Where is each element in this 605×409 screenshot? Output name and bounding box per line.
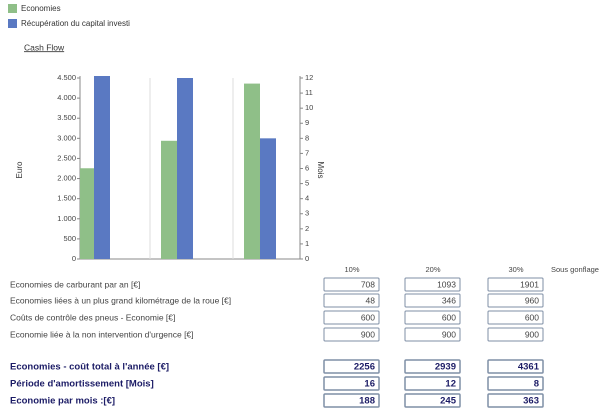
y2-tick-label: 11 — [305, 88, 313, 97]
row-label: Economies liées à un plus grand kilométr… — [10, 295, 231, 305]
cash-flow-link[interactable]: Cash Flow — [24, 42, 65, 52]
y2-tick-label: 7 — [305, 148, 309, 157]
value-box — [323, 327, 380, 342]
value: 2256 — [354, 362, 375, 373]
value: 16 — [364, 379, 375, 390]
value-box — [323, 359, 380, 374]
row-label: Economies - coût total à l'année [€] — [10, 362, 169, 373]
y2-tick-label: 3 — [305, 209, 309, 218]
value: 48 — [366, 295, 376, 305]
value-box — [323, 310, 380, 325]
value: 600 — [361, 312, 375, 322]
y2-tick-label: 0 — [305, 254, 309, 263]
row-label: Economie par mois :[€] — [10, 396, 115, 407]
value: 12 — [445, 379, 456, 390]
y2-tick-label: 12 — [305, 73, 313, 82]
y2-tick-label: 10 — [305, 103, 313, 112]
plot-area — [80, 76, 276, 259]
y-tick-label: 3.500 — [57, 113, 76, 122]
value: 900 — [361, 329, 375, 339]
column-header: 30% — [508, 265, 523, 274]
value-box — [404, 376, 461, 391]
bar — [80, 168, 94, 259]
value-box — [487, 327, 544, 342]
value: 346 — [442, 295, 456, 305]
row-label: Economie liée à la non intervention d'ur… — [10, 329, 194, 339]
y2-axis-label: Mois — [316, 162, 325, 179]
row-label: Période d'amortissement [Mois] — [10, 379, 154, 390]
y-tick-label: 2.000 — [57, 174, 76, 183]
value: 600 — [525, 312, 539, 322]
column-header: Sous gonflage — [551, 265, 599, 274]
y2-tick-label: 4 — [305, 194, 309, 203]
value: 1093 — [437, 279, 456, 289]
value-box — [323, 376, 380, 391]
bar — [244, 83, 260, 259]
y-tick-label: 1.500 — [57, 194, 76, 203]
value-box — [487, 376, 544, 391]
bar — [161, 140, 177, 259]
y-tick-label: 4.500 — [57, 73, 76, 82]
bar — [260, 138, 276, 259]
legend-swatch — [8, 4, 17, 13]
y2-tick-label: 1 — [305, 239, 309, 248]
value: 363 — [523, 396, 539, 407]
value-box — [487, 277, 544, 292]
legend-label: Récupération du capital investi — [21, 19, 130, 28]
value-box — [487, 359, 544, 374]
value-box — [404, 277, 461, 292]
value: 900 — [442, 329, 456, 339]
value-box — [323, 277, 380, 292]
value-box — [404, 359, 461, 374]
value-box — [487, 393, 544, 408]
bar — [177, 78, 193, 259]
value: 1901 — [520, 279, 539, 289]
value-box — [404, 327, 461, 342]
y-tick-label: 500 — [63, 234, 76, 243]
value: 4361 — [518, 362, 540, 373]
y-tick-label: 0 — [72, 254, 76, 263]
value-box — [323, 293, 380, 308]
value-box — [323, 393, 380, 408]
value-box — [487, 310, 544, 325]
y2-tick-label: 2 — [305, 224, 309, 233]
y-axis-label: Euro — [15, 161, 24, 178]
value: 188 — [359, 396, 375, 407]
column-header: 10% — [344, 265, 359, 274]
row-label: Coûts de contrôle des pneus - Economie [… — [10, 312, 175, 322]
value: 8 — [534, 379, 539, 390]
y-tick-label: 3.000 — [57, 133, 76, 142]
y2-tick-label: 5 — [305, 179, 309, 188]
value: 2939 — [435, 362, 456, 373]
y2-tick-label: 9 — [305, 118, 309, 127]
value: 900 — [525, 329, 539, 339]
y-tick-label: 2.500 — [57, 153, 76, 162]
legend-label: Economies — [21, 4, 61, 13]
legend-swatch — [8, 19, 17, 28]
bar — [94, 76, 110, 259]
value: 960 — [525, 295, 539, 305]
value-box — [404, 293, 461, 308]
value: 600 — [442, 312, 456, 322]
y-tick-label: 1.000 — [57, 214, 76, 223]
value: 708 — [361, 279, 375, 289]
row-label: Economies de carburant par an [€] — [10, 279, 140, 289]
value-box — [487, 293, 544, 308]
value-box — [404, 393, 461, 408]
value: 245 — [440, 396, 457, 407]
column-header: 20% — [425, 265, 440, 274]
y2-tick-label: 6 — [305, 163, 309, 172]
y-tick-label: 4.000 — [57, 93, 76, 102]
value-box — [404, 310, 461, 325]
y2-tick-label: 8 — [305, 133, 309, 142]
